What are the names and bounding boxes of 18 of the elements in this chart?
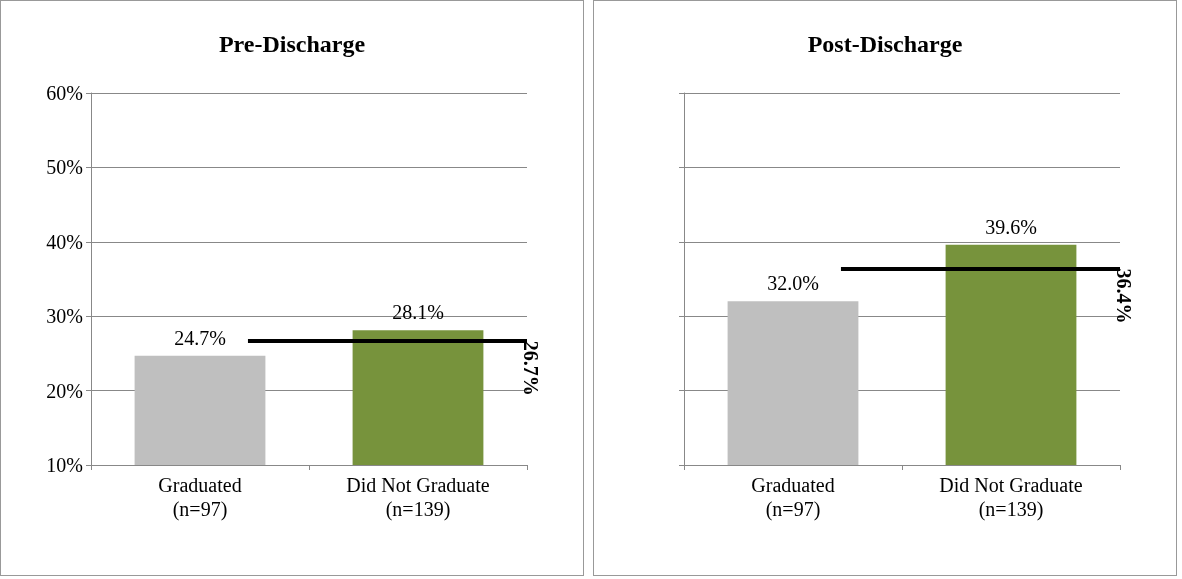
x-tick-label: Graduated (n=97) [158, 474, 242, 521]
ref-line-label: 26.7% [520, 340, 542, 396]
y-tick-label: 30% [46, 305, 83, 328]
x-tick-label: Graduated (n=97) [751, 474, 835, 521]
x-tick-label: Did Not Graduate (n=139) [346, 474, 490, 521]
y-tick-label: 50% [46, 156, 83, 179]
data-label: 39.6% [985, 215, 1037, 238]
x-tick-label: Did Not Graduate (n=139) [939, 474, 1083, 521]
y-tick-label: 10% [46, 454, 83, 476]
data-label: 24.7% [174, 326, 226, 349]
y-tick-label: 40% [46, 230, 83, 253]
data-label: 32.0% [767, 272, 819, 295]
y-tick-label: 20% [46, 379, 83, 402]
ref-line-label: 36.4% [1113, 268, 1135, 324]
y-tick-label: 60% [46, 82, 83, 104]
data-label: 28.1% [392, 301, 444, 324]
chart-title: Pre-Discharge [218, 31, 366, 57]
chart-title: Post-Discharge [807, 31, 963, 57]
